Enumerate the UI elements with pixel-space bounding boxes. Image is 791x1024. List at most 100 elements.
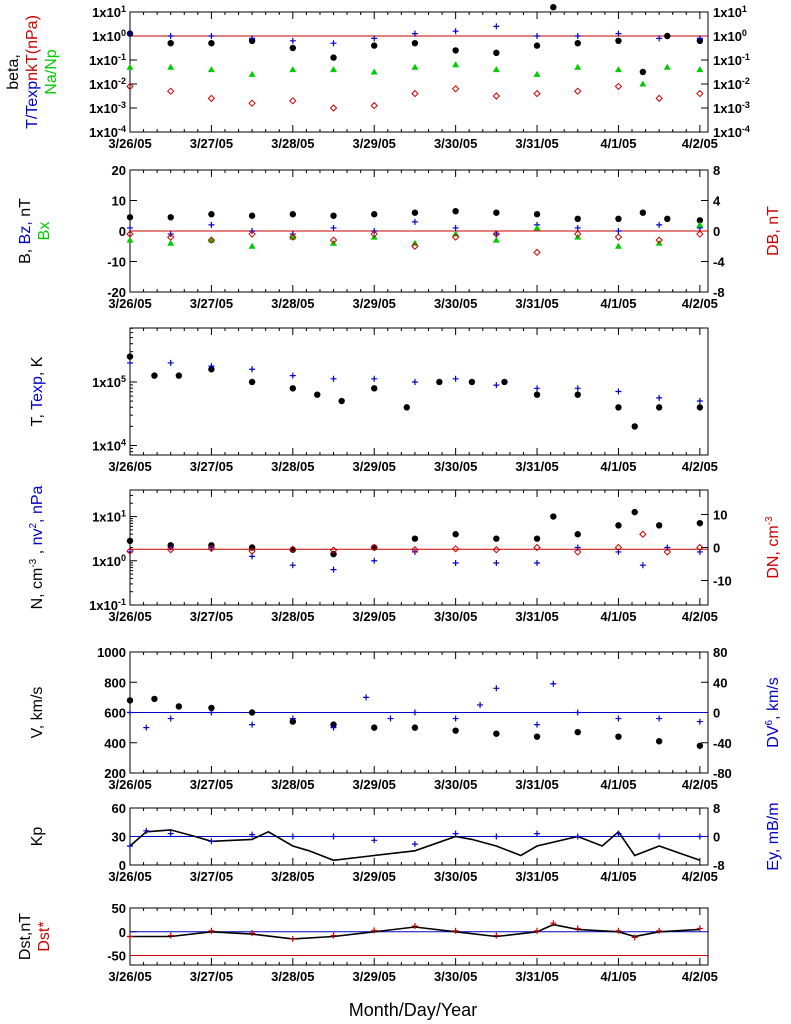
series-0 [126,695,704,749]
data-point [451,85,460,93]
x-tick-label: 3/26/05 [108,869,151,884]
ylabel-part-0: Na/Np [43,49,60,94]
x-tick-label: 4/2/05 [682,969,718,984]
data-point [655,738,663,745]
data-point [370,68,378,75]
ylabel-part-0: Dst* [36,921,53,951]
x-tick-label: 3/30/05 [434,869,477,884]
y-right-axis-title: Ey, mB/m [765,802,782,870]
ylabel-part-0: T/Texp [24,81,41,129]
data-point [363,694,370,701]
data-point [655,522,663,529]
data-point [329,236,338,244]
x-axis-title: Month/Day/Year [349,1000,477,1020]
data-point [615,715,622,722]
x-tick-label: 3/29/05 [353,777,396,792]
y-right-axis-title: DV6​, km/s [764,677,782,747]
data-point [550,3,557,11]
data-point [175,703,183,710]
data-point [371,724,378,731]
data-point [127,843,133,849]
y-right-tick-label: 0 [713,541,720,556]
data-point [533,224,541,231]
data-point [411,923,418,930]
data-point [696,89,704,98]
x-tick-label: 3/30/05 [434,609,477,624]
data-point [533,733,541,740]
data-point [656,833,663,840]
data-point [338,397,345,405]
data-point [167,214,174,221]
y-tick-label: 1x104 [92,437,126,453]
data-point [289,833,296,840]
data-point [371,385,378,392]
x-tick-label: 4/1/05 [600,459,636,474]
data-point [655,404,663,411]
data-point [411,535,419,542]
series-1 [127,827,703,849]
data-point [614,242,622,249]
data-point [639,562,646,569]
data-point [534,559,541,566]
y-axis-title: V, km/s [29,687,46,739]
data-point [656,221,663,228]
data-point [127,359,133,366]
panel-3: 3/26/05 3/27/05 3/28/05 3/29/05 3/30/05 3/31/… [29,327,718,474]
data-point [452,715,459,722]
data-point [248,212,256,219]
panel-6: 3/26/05 3/27/05 3/28/05 3/29/05 3/30/05 3/31/… [29,801,782,884]
data-point [615,388,622,395]
data-point [452,531,459,538]
data-point [330,833,337,840]
x-tick-label: 3/29/05 [353,869,396,884]
data-point [452,375,459,382]
data-point [615,215,622,222]
data-point [451,233,460,241]
y-right-axis-title: DN, cm-3​ [764,516,782,579]
data-point [574,33,581,39]
ylabel-part-1: nkT(nPa) [24,15,41,81]
x-tick-label: 3/31/05 [515,969,558,984]
y-tick-label: -50 [107,949,126,964]
data-point [493,833,500,840]
data-point [249,721,256,728]
x-tick-label: 3/28/05 [271,136,314,151]
data-point [477,701,484,708]
y-right-tick-label: 4 [713,194,721,209]
y-right-tick-label: 80 [713,645,727,660]
panel-frame [129,907,709,966]
data-point [452,559,459,566]
x-tick-label: 3/28/05 [271,969,314,984]
data-point [615,30,622,37]
x-tick-label: 3/31/05 [515,869,558,884]
data-point [411,218,418,225]
data-point [208,709,215,716]
y-axis-title: beta, [5,54,22,90]
data-point [533,89,541,98]
y-right-tick-label: 1x100 [713,28,747,44]
data-point [167,932,174,939]
data-point [574,224,581,231]
panel-5: 3/26/05 3/27/05 3/28/05 3/29/05 3/30/05 3/31/… [29,645,782,792]
data-point [574,833,581,840]
data-point [664,32,671,40]
x-tick-label: 3/29/05 [353,609,396,624]
data-point [452,47,459,54]
data-point [696,925,703,932]
series-1 [127,920,703,942]
data-point [126,236,134,243]
data-point [330,40,337,47]
data-point [411,548,418,555]
y-tick-label: 1x10-3 [89,100,126,116]
data-point [574,385,581,392]
data-point [452,28,459,35]
data-point [615,522,622,529]
x-tick-label: 3/27/05 [190,609,233,624]
data-point [167,239,175,246]
y-axis-title: T/TexpnkT(nPa) [24,15,41,129]
data-point [207,544,216,553]
series-2 [126,530,704,556]
y-right-tick-label: 8 [713,163,720,178]
data-point [208,211,215,218]
data-point [289,715,296,722]
